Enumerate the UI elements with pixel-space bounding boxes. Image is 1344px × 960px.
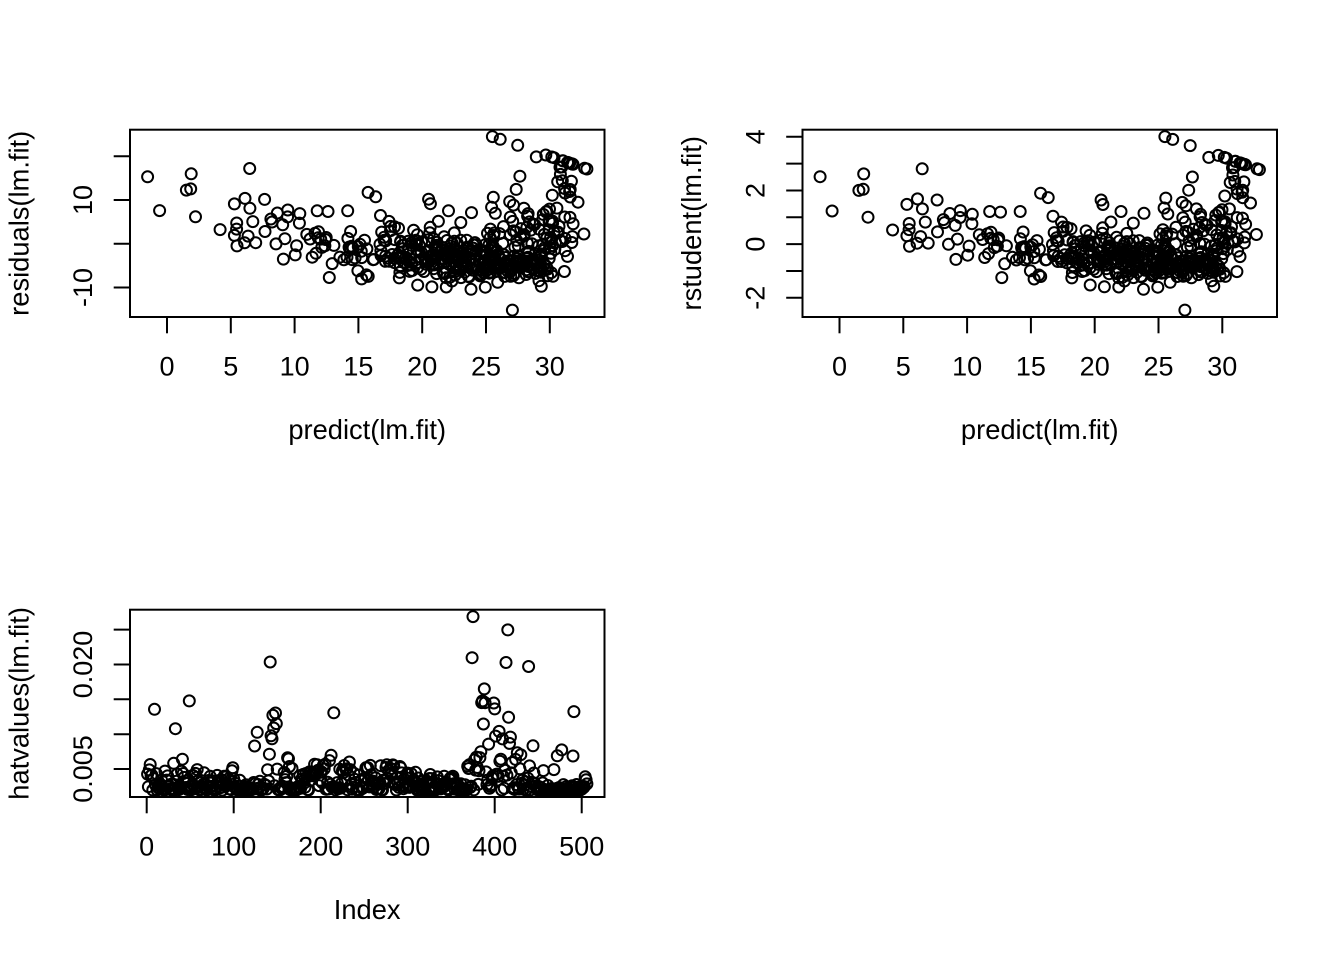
svg-text:15: 15 — [343, 351, 373, 381]
svg-text:residuals(lm.fit): residuals(lm.fit) — [4, 131, 35, 316]
svg-text:5: 5 — [896, 351, 911, 381]
svg-text:30: 30 — [535, 351, 565, 381]
svg-text:30: 30 — [1207, 351, 1237, 381]
svg-text:predict(lm.fit): predict(lm.fit) — [288, 414, 446, 445]
svg-text:2: 2 — [741, 183, 771, 198]
svg-text:20: 20 — [1080, 351, 1110, 381]
svg-text:0: 0 — [159, 351, 174, 381]
svg-text:20: 20 — [407, 351, 437, 381]
svg-text:10: 10 — [68, 185, 98, 215]
svg-text:500: 500 — [559, 831, 604, 861]
svg-text:rstudent(lm.fit): rstudent(lm.fit) — [676, 136, 707, 310]
svg-text:5: 5 — [223, 351, 238, 381]
svg-text:10: 10 — [952, 351, 982, 381]
svg-text:300: 300 — [385, 831, 430, 861]
svg-text:predict(lm.fit): predict(lm.fit) — [961, 414, 1119, 445]
svg-text:0: 0 — [139, 831, 154, 861]
svg-text:0: 0 — [832, 351, 847, 381]
svg-text:-10: -10 — [68, 268, 98, 307]
svg-text:15: 15 — [1016, 351, 1046, 381]
svg-text:-2: -2 — [741, 286, 771, 310]
svg-text:hatvalues(lm.fit): hatvalues(lm.fit) — [4, 607, 35, 800]
svg-text:200: 200 — [298, 831, 343, 861]
svg-text:4: 4 — [741, 129, 771, 144]
svg-text:25: 25 — [471, 351, 501, 381]
svg-text:100: 100 — [211, 831, 256, 861]
svg-text:0.005: 0.005 — [68, 735, 98, 803]
svg-text:25: 25 — [1143, 351, 1173, 381]
svg-text:400: 400 — [472, 831, 517, 861]
svg-text:0: 0 — [741, 237, 771, 252]
svg-text:10: 10 — [280, 351, 310, 381]
svg-text:0.020: 0.020 — [68, 631, 98, 699]
svg-text:Index: Index — [334, 894, 401, 925]
